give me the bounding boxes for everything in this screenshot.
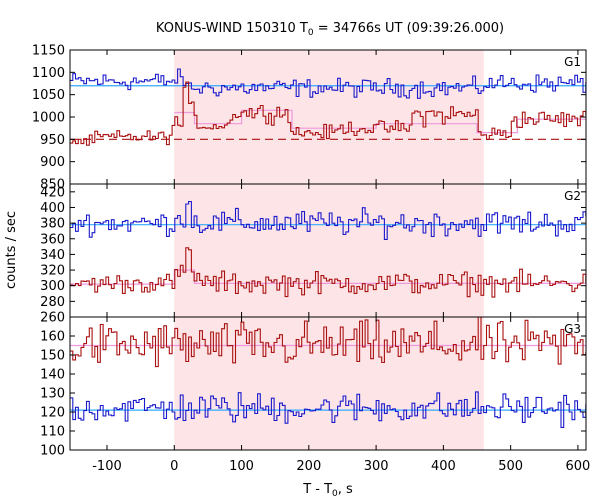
- shaded-interval: [174, 50, 484, 184]
- x-tick-label: -100: [92, 459, 122, 474]
- y-tick-label: 1000: [32, 111, 65, 126]
- y-axis-label: counts / sec: [4, 211, 19, 289]
- title-subscript: 0: [308, 28, 314, 38]
- x-tick-labels: -100 0 100 200 300 400 500 600: [92, 459, 590, 474]
- y-tick-label: 950: [40, 133, 65, 148]
- x-label-prefix: T - T: [302, 482, 332, 497]
- panel-g1: 850 900 950 1000 1050 1100 1150 G1: [32, 44, 587, 193]
- y-tick-label: 260: [40, 311, 65, 326]
- y-tick-label: 1150: [32, 44, 65, 59]
- y-tick-label: 360: [40, 232, 65, 247]
- y-tick-label: 300: [40, 279, 65, 294]
- x-tick-label: 200: [296, 459, 321, 474]
- x-tick-label: 500: [498, 459, 523, 474]
- y-tick-label: 850: [40, 178, 65, 193]
- y-tick-label: 140: [40, 368, 65, 383]
- y-tick-label: 400: [40, 201, 65, 216]
- y-tick-label: 110: [40, 425, 65, 440]
- x-tick-label: 100: [229, 459, 254, 474]
- y-tick-label: 130: [40, 387, 65, 402]
- x-axis-label: T - T0, s: [302, 482, 353, 499]
- y-tick-label: 1100: [32, 66, 65, 81]
- y-tick-label: 120: [40, 406, 65, 421]
- panel-g3: 100 110 120 130 140 150 160 G3: [40, 316, 587, 459]
- y-tick-label: 100: [40, 444, 65, 459]
- chart-title: KONUS-WIND 150310 T0 = 34766s UT (09:39:…: [156, 21, 504, 38]
- panel-frame: [69, 316, 587, 451]
- x-tick-marks: [106, 50, 579, 184]
- fit-steps-lower: [174, 109, 586, 134]
- y-tick-label: 420: [40, 185, 65, 200]
- x-tick-label: 0: [170, 459, 178, 474]
- x-tick-marks: [106, 184, 579, 317]
- y-tick-label: 320: [40, 264, 65, 279]
- shaded-interval: [174, 184, 484, 317]
- x-tick-label: 600: [566, 459, 591, 474]
- plot-area: 8509009501000105011001150G12602803003203…: [32, 44, 590, 475]
- y-ticks: 850 900 950 1000 1050 1100 1150: [32, 44, 586, 193]
- y-tick-label: 380: [40, 217, 65, 232]
- series-lower-g2: [70, 247, 586, 298]
- x-label-suffix: , s: [338, 482, 353, 497]
- title-suffix: = 34766s UT (09:39:26.000): [314, 21, 504, 36]
- series-lower-g1: [70, 81, 586, 146]
- series-upper-g3: [70, 317, 586, 368]
- y-tick-label: 1050: [32, 88, 65, 103]
- y-tick-label: 280: [40, 295, 65, 310]
- x-tick-label: 300: [364, 459, 389, 474]
- title-prefix: KONUS-WIND 150310 T: [156, 21, 308, 36]
- panel-label: G2: [564, 189, 581, 203]
- series-lower-g3: [70, 391, 586, 428]
- x-label-subscript: 0: [332, 489, 338, 499]
- series-upper-g1: [70, 68, 586, 99]
- y-tick-label: 340: [40, 248, 65, 263]
- x-tick-marks: [106, 317, 579, 450]
- series-upper-g2: [70, 200, 586, 240]
- y-tick-label: 150: [40, 349, 65, 364]
- x-tick-label: 400: [431, 459, 456, 474]
- y-tick-label: 900: [40, 155, 65, 170]
- y-tick-label: 160: [40, 330, 65, 345]
- panel-label: G1: [564, 55, 581, 69]
- y-ticks: 100 110 120 130 140 150 160: [40, 330, 586, 459]
- panel-label: G3: [564, 322, 581, 336]
